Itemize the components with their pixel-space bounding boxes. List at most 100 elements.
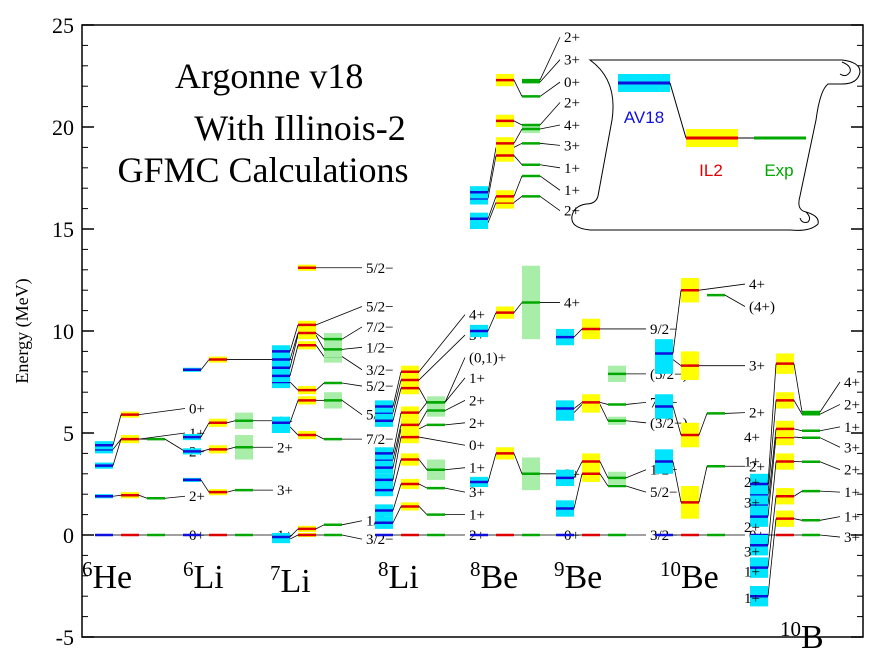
- level-label: 5/2−: [650, 485, 678, 501]
- label-leader: [819, 404, 841, 415]
- level-label-left: 2+: [744, 475, 760, 491]
- connector: [767, 461, 777, 546]
- level-label: 2+: [749, 406, 765, 422]
- level-label: 2+: [277, 440, 293, 456]
- connector: [767, 437, 777, 517]
- nucleus-label-7li: 7Li: [270, 561, 311, 600]
- nucleus-10b-levels: 3+ 1+ 1+ 2+ 3+ 1+ 2+ 4+: [750, 353, 860, 607]
- label-leader: [819, 437, 841, 448]
- connector: [289, 334, 299, 368]
- connector: [112, 414, 122, 446]
- label-leader: [341, 534, 363, 540]
- connector: [392, 379, 402, 413]
- legend-scroll: AV18 IL2 Exp: [571, 59, 861, 231]
- nucleus-6li-levels: 1+3+2+1+1+: [183, 353, 293, 544]
- label-leader: [539, 164, 561, 169]
- label-leader: [539, 142, 561, 146]
- connector: [418, 459, 428, 470]
- level-label: 2+: [749, 459, 765, 475]
- label-leader: [539, 124, 561, 130]
- connector: [392, 371, 402, 407]
- level-label: 1/2−: [366, 340, 394, 356]
- connector: [392, 428, 402, 468]
- connector: [573, 473, 583, 509]
- level-label: 1+: [564, 183, 580, 199]
- nucleus-8li-levels: 2+1+3+1+0+2+2+1+(0,1)+3+4+: [375, 308, 506, 544]
- connector: [200, 448, 210, 452]
- connector: [599, 461, 609, 479]
- connector: [289, 534, 299, 540]
- y-tick-label: 15: [52, 217, 74, 242]
- connector: [573, 402, 583, 409]
- label-leader: [418, 314, 466, 373]
- nucleus-label-6he: 6He: [82, 557, 132, 596]
- connector: [767, 400, 777, 495]
- connector: [289, 332, 299, 360]
- connector: [513, 142, 523, 148]
- connector: [672, 290, 682, 354]
- label-leader: [444, 400, 466, 411]
- level-label: 7/2−: [366, 432, 394, 448]
- label-leader: [164, 495, 186, 499]
- y-tick-label: -5: [56, 625, 74, 650]
- element-symbol: He: [93, 559, 133, 596]
- label-leader: [444, 467, 466, 471]
- level-label: 4+: [844, 375, 860, 391]
- connector: [793, 363, 803, 413]
- label-leader: [539, 37, 561, 81]
- nucleus-10b-left-labels: 1+ 1+ 3+ 2+ 3+ 2+ 1+ 4+: [744, 430, 760, 607]
- legend-connector-1: [669, 82, 687, 139]
- label-leader: [539, 102, 561, 126]
- label-leader: [539, 196, 561, 211]
- level-label: 5/2−: [366, 300, 394, 316]
- label-leader: [819, 426, 841, 432]
- connector: [418, 410, 428, 426]
- level-label: 4+: [564, 118, 580, 134]
- connector: [793, 400, 803, 415]
- level-label: 9/2−: [650, 322, 678, 338]
- connector: [418, 387, 428, 403]
- connector: [392, 437, 402, 480]
- element-symbol: Li: [281, 563, 311, 600]
- level-label: 3+: [469, 485, 485, 501]
- connector: [418, 424, 428, 430]
- label-leader: [138, 432, 186, 440]
- nucleus-8be-levels: 0+ 2+ 4+ 2+ 1+ 1+ 3+ 4+ 2+ 0+ 3+ 2+: [470, 30, 580, 544]
- connector: [315, 332, 325, 340]
- connector: [487, 453, 497, 483]
- label-leader: [625, 469, 647, 479]
- connector: [200, 479, 210, 493]
- connector: [793, 436, 803, 439]
- level-label: 3+: [277, 483, 293, 499]
- connector: [392, 424, 402, 460]
- connector: [573, 461, 583, 479]
- connector: [573, 404, 583, 413]
- mass-number: 8: [470, 557, 481, 581]
- connector: [289, 324, 299, 352]
- connector: [793, 518, 803, 521]
- connector: [289, 400, 299, 423]
- connector: [226, 489, 236, 493]
- label-leader: [444, 357, 466, 403]
- level-label: 1+: [469, 371, 485, 387]
- label-leader: [625, 402, 647, 405]
- connector: [487, 196, 497, 219]
- label-leader: [819, 516, 841, 521]
- label-leader: [418, 334, 466, 381]
- connector: [698, 413, 708, 436]
- nucleus-7li-levels: 3/2−1/2−7/2−5/2−5/2−3/2−1/2−7/2−5/2−5/2−: [272, 261, 394, 548]
- nucleus-label-8li: 8Li: [378, 557, 419, 596]
- element-symbol: Be: [481, 559, 519, 596]
- mass-number: 10: [780, 617, 801, 641]
- level-label: 2+: [469, 393, 485, 409]
- y-tick-label: 5: [63, 421, 74, 446]
- level-label: 5/2−: [366, 379, 394, 395]
- mass-number: 6: [183, 557, 194, 581]
- level-label: 1+: [469, 508, 485, 524]
- element-symbol: B: [801, 619, 824, 656]
- connector: [767, 518, 777, 597]
- label-leader: [444, 422, 466, 426]
- mass-number: 8: [378, 557, 389, 581]
- label-leader: [444, 377, 466, 403]
